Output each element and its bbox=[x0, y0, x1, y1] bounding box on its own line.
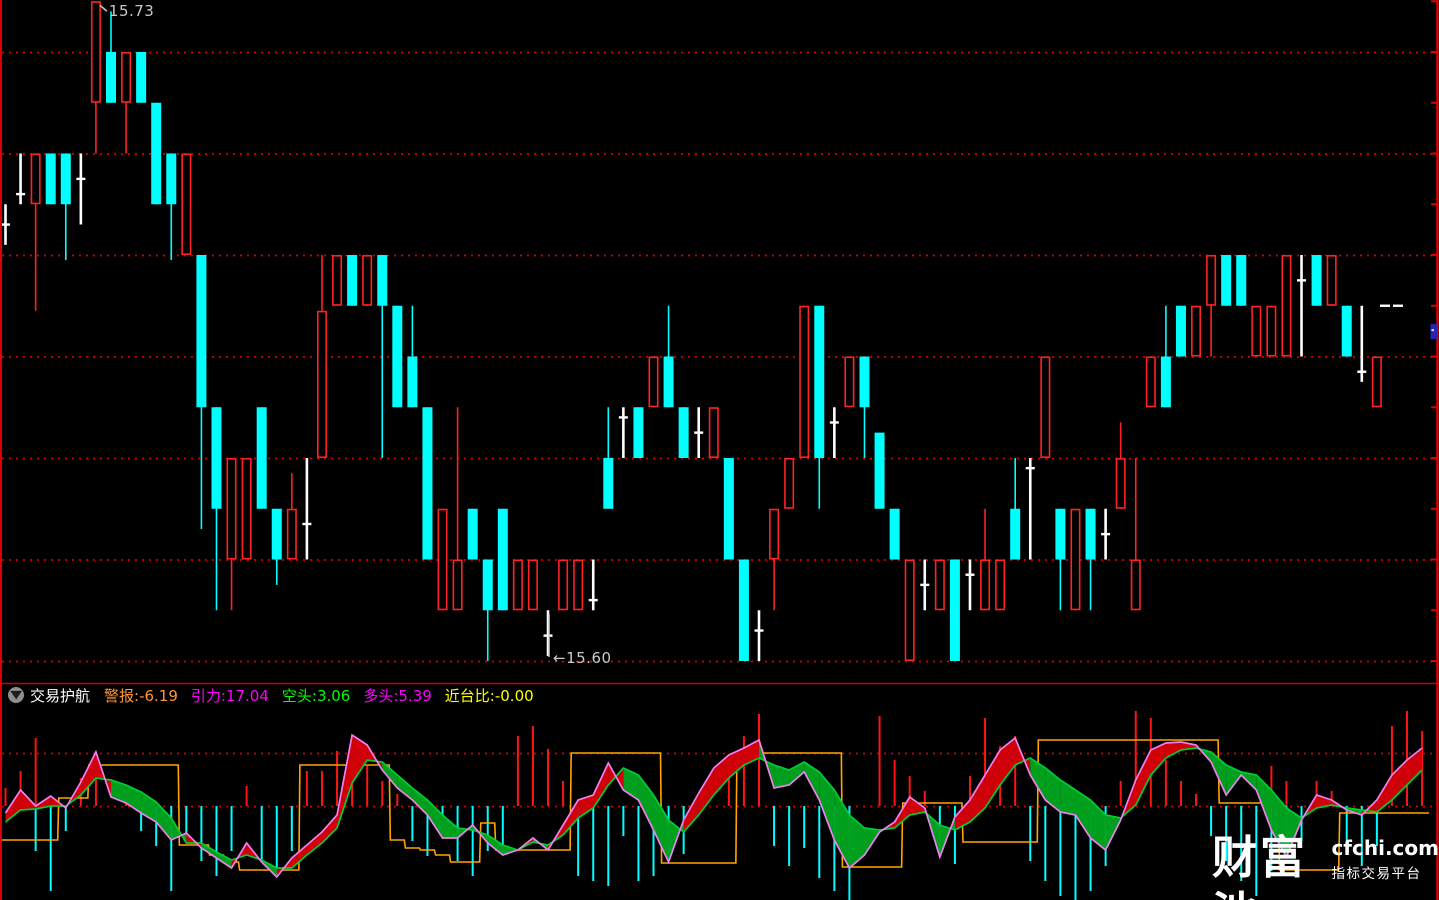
candles-layer bbox=[1, 1, 1382, 661]
watermark: 财富池 cfchi.com 指标交易平台 bbox=[1212, 830, 1439, 900]
collapse-indicator-button[interactable]: ▼ bbox=[8, 687, 24, 703]
indicator-field-alarm: 警报:-6.19 bbox=[104, 686, 178, 705]
high-marker-arrow bbox=[99, 4, 108, 12]
indicator-field-long: 多头:5.39 bbox=[363, 686, 432, 705]
indicator-name: 交易护航 bbox=[30, 686, 91, 705]
high-price-label: 15.73 bbox=[108, 2, 155, 20]
watermark-tagline: 指标交易平台 bbox=[1331, 866, 1422, 882]
low-price-label: ←15.60 bbox=[553, 649, 612, 667]
axis-price-marker bbox=[1430, 324, 1437, 340]
indicator-field-short: 空头:3.06 bbox=[281, 686, 351, 705]
indicator-field-gravity: 引力:17.04 bbox=[190, 686, 269, 705]
price-gridlines bbox=[2, 51, 1436, 808]
chevron-down-icon: ▼ bbox=[10, 688, 22, 701]
indicator-field-ratio: 近台比:-0.00 bbox=[444, 686, 534, 705]
slow-line bbox=[4, 747, 1423, 869]
step-line bbox=[0, 739, 1430, 871]
low-arrow-icon: ← bbox=[553, 649, 567, 667]
fast-line bbox=[4, 733, 1423, 879]
oscillator-pane bbox=[0, 711, 1430, 900]
watermark-domain: cfchi.com bbox=[1331, 836, 1439, 860]
indicator-header: ▼ 交易护航 警报:-6.19 引力:17.04 空头:3.06 多头:5.39… bbox=[0, 684, 1439, 706]
watermark-brand: 财富池 bbox=[1212, 831, 1309, 900]
